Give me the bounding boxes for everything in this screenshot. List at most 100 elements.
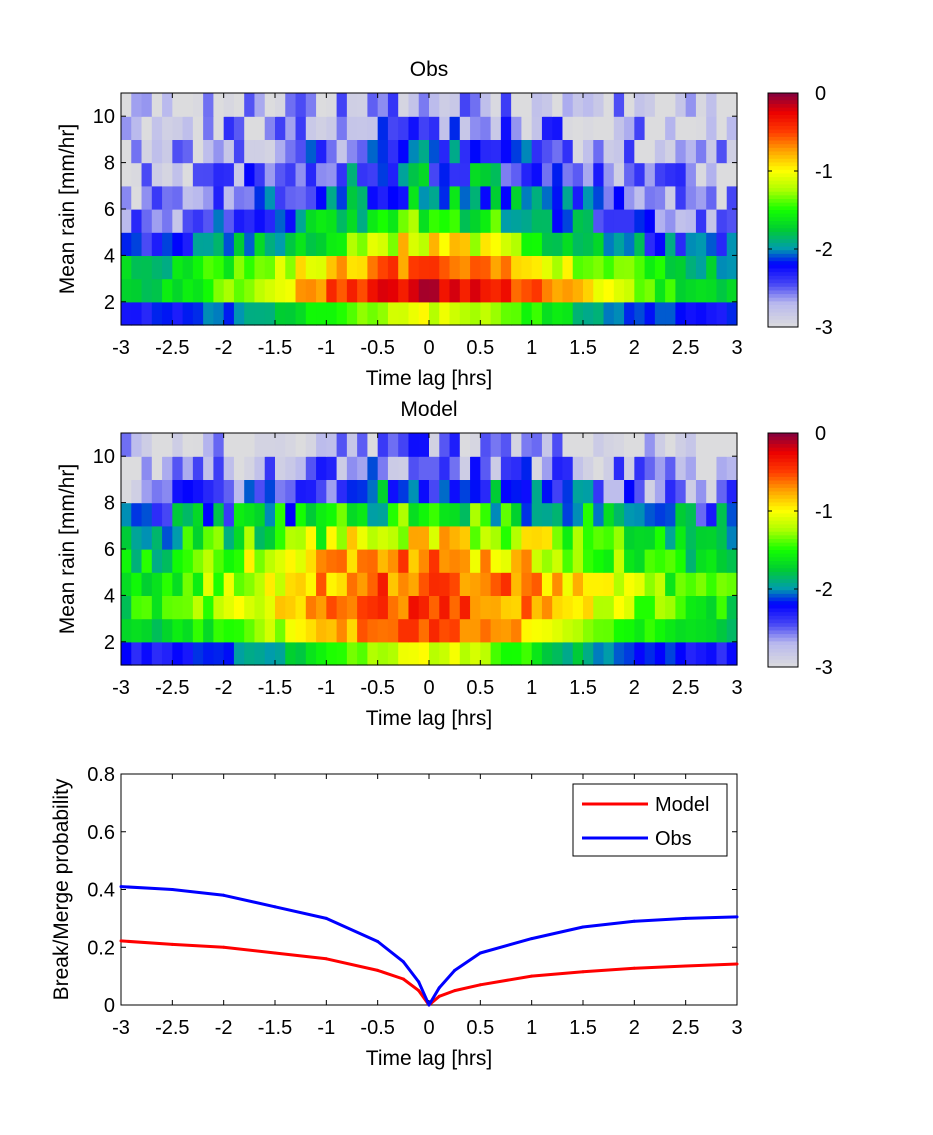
heatmap-cell [336, 232, 348, 256]
heatmap-cell [203, 139, 214, 164]
heatmap-cell [593, 595, 605, 620]
heatmap-cell [357, 549, 368, 573]
heatmap-cell [675, 502, 687, 527]
heatmap-cell [521, 641, 533, 666]
heatmap-cell [121, 595, 132, 620]
heatmap-cell [398, 456, 410, 480]
heatmap-cell [521, 595, 533, 620]
heatmap-cell [654, 185, 666, 210]
heatmap-cell [223, 618, 235, 643]
x-tick-label: 1.5 [569, 337, 597, 359]
heatmap-cell [213, 93, 225, 117]
heatmap-cell [357, 301, 368, 326]
heatmap-cell [644, 502, 656, 527]
heatmap-cell [387, 255, 399, 280]
heatmap-cell [429, 93, 440, 117]
heatmap-cell [213, 456, 225, 480]
heatmap-cell [439, 162, 451, 187]
heatmap-cell [603, 116, 615, 140]
heatmap-cell [654, 456, 666, 480]
heatmap-cell [203, 278, 214, 303]
heatmap-cell [233, 572, 245, 596]
heatmap-cell [459, 93, 471, 117]
data-point-obs [437, 986, 441, 990]
heatmap-cell [583, 301, 594, 326]
heatmap-cell [459, 433, 471, 457]
y-tick-label: 0.4 [87, 880, 115, 902]
heatmap-cell [387, 641, 399, 666]
heatmap-cell [408, 162, 420, 187]
y-tick-label: 0.6 [87, 822, 115, 844]
colorbar-swatch [768, 107, 798, 112]
heatmap-cell [593, 549, 605, 573]
heatmap-cell [511, 456, 522, 480]
heatmap-cell [377, 479, 389, 504]
heatmap-cell [203, 549, 214, 573]
colorbar-swatch [768, 652, 798, 657]
colorbar-swatch [768, 579, 798, 584]
heatmap-cell [500, 93, 512, 117]
heatmap-cell [254, 618, 266, 643]
heatmap-cell [429, 595, 440, 620]
heatmap-cell [213, 185, 225, 210]
heatmap-cell [346, 525, 358, 550]
heatmap-cell [572, 549, 584, 573]
heatmap-cell [583, 641, 594, 666]
heatmap-cell [634, 185, 646, 210]
heatmap-cell [151, 479, 163, 504]
heatmap-cell [305, 479, 317, 504]
heatmap-cell [172, 116, 184, 140]
heatmap-cell [695, 301, 707, 326]
heatmap-cell [141, 162, 153, 187]
heatmap-cell [141, 139, 153, 164]
heatmap-cell [541, 595, 553, 620]
heatmap-cell [408, 255, 420, 280]
x-axis-label: Time lag [hrs] [366, 707, 492, 730]
heatmap-cell [162, 301, 173, 326]
heatmap-cell [593, 185, 605, 210]
heatmap-cell [203, 232, 214, 256]
heatmap-cell [233, 479, 245, 504]
heatmap-cell [254, 185, 266, 210]
heatmap-cell [613, 479, 625, 504]
heatmap-cell [634, 502, 646, 527]
x-tick-label: 0.5 [466, 337, 494, 359]
heatmap-cell [141, 433, 153, 457]
heatmap-cell [562, 139, 574, 164]
heatmap-cell [264, 301, 276, 326]
x-tick-label: 1 [526, 1017, 537, 1039]
heatmap-cell [203, 525, 214, 550]
heatmap-cell [254, 162, 266, 187]
x-tick-label: -3 [112, 677, 130, 699]
data-point-obs [530, 937, 534, 941]
heatmap-cell [192, 595, 204, 620]
y-tick-label: 6 [104, 539, 115, 561]
heatmap-cell [521, 433, 533, 457]
colorbar-swatch [768, 268, 798, 273]
heatmap-cell [716, 209, 728, 233]
heatmap-cell [665, 93, 676, 117]
heatmap-cell [151, 525, 163, 550]
heatmap-cell [357, 93, 368, 117]
heatmap-cell [685, 502, 697, 527]
heatmap-cell [665, 641, 676, 666]
heatmap-cell [624, 209, 635, 233]
heatmap-cell [439, 116, 451, 140]
heatmap-cell [275, 549, 286, 573]
heatmap-cell [675, 139, 687, 164]
x-tick-label: -1 [317, 337, 335, 359]
colorbar-swatch [768, 487, 798, 493]
data-point-obs [478, 951, 482, 955]
heatmap-cell [326, 185, 338, 210]
heatmap-cell [367, 93, 379, 117]
heatmap-cell [377, 433, 389, 457]
heatmap-cell [398, 641, 410, 666]
heatmap-cell [470, 572, 481, 596]
heatmap-cell [264, 479, 276, 504]
heatmap-cell [552, 162, 564, 187]
colorbar-swatch [768, 436, 798, 441]
heatmap-cell [583, 116, 594, 140]
heatmap-cell [398, 162, 410, 187]
heatmap-cell [480, 433, 492, 457]
x-tick-label: -3 [112, 337, 130, 359]
